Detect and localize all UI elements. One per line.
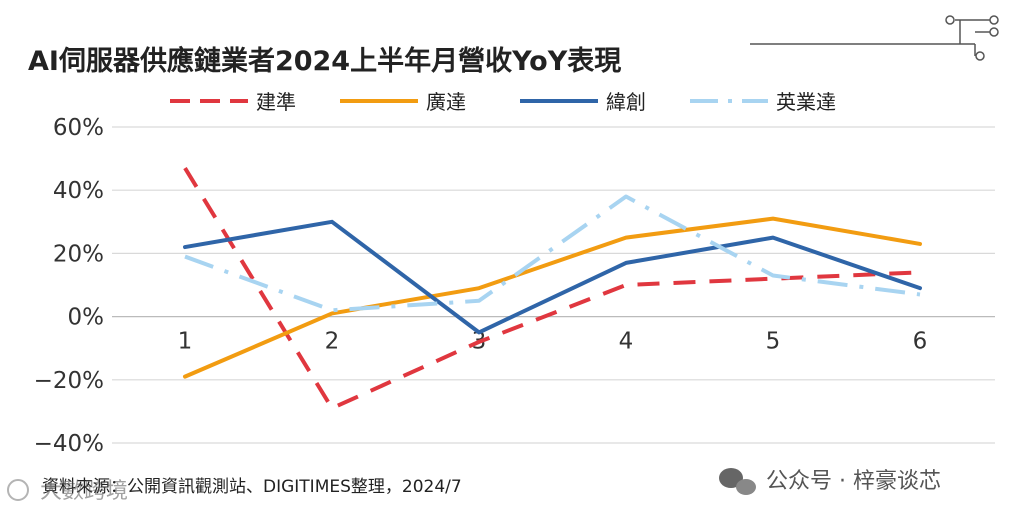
legend-label: 建準 <box>256 90 296 114</box>
circuit-decoration-icon <box>750 15 999 61</box>
grid <box>112 126 995 444</box>
y-tick-label: 60% <box>53 115 104 141</box>
x-tick-label: 6 <box>913 329 928 355</box>
x-tick-label: 2 <box>325 329 340 355</box>
wechat-icon <box>719 468 756 495</box>
legend-label: 緯創 <box>606 90 646 114</box>
legend-label: 英業達 <box>776 90 836 114</box>
x-tick-label: 4 <box>619 329 634 355</box>
y-tick-label: 20% <box>53 241 104 267</box>
series-lines <box>183 167 922 411</box>
y-tick-label: 0% <box>68 305 105 331</box>
y-tick-label: −20% <box>34 368 104 394</box>
x-tick-label: 5 <box>766 329 781 355</box>
series-line <box>183 167 921 411</box>
legend-label: 廣達 <box>426 90 466 114</box>
legend: 建準 廣達 緯創 英業達 <box>170 90 836 114</box>
watermark-right-text: 公众号 · 梓豪谈芯 <box>766 469 941 494</box>
watermark-right: 公众号 · 梓豪谈芯 <box>719 468 941 495</box>
source-note: 資料來源：公開資訊觀測站、DIGITIMES整理，2024/7 <box>42 477 462 497</box>
y-axis: 60% 40% 20% 0% −20% −40% <box>34 115 104 457</box>
series-line <box>183 216 922 379</box>
copyright-icon <box>7 479 29 501</box>
x-tick-label: 1 <box>178 329 193 355</box>
series-line <box>183 219 922 335</box>
y-tick-label: −40% <box>34 431 104 457</box>
chart-title: AI伺服器供應鏈業者2024上半年月營收YoY表現 <box>28 45 621 77</box>
watermark-left: 大數跨境 <box>7 479 128 504</box>
watermark-left-text: 大數跨境 <box>40 479 128 504</box>
series-line <box>184 194 921 313</box>
y-tick-label: 40% <box>53 178 104 204</box>
